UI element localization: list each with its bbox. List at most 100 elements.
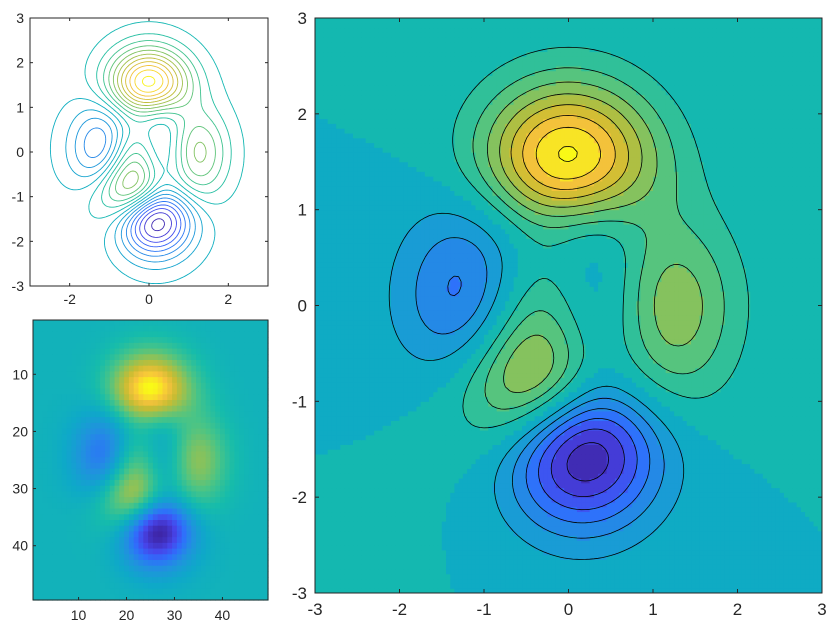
filled-band-cell xyxy=(395,525,400,532)
filled-band-cell xyxy=(509,545,515,551)
heatmap-cell xyxy=(143,422,149,430)
filled-band-cell xyxy=(602,573,608,580)
heatmap-cell xyxy=(186,560,192,567)
filled-band-cell xyxy=(530,506,536,513)
filled-band-cell xyxy=(783,506,789,513)
heatmap-cell xyxy=(167,508,173,515)
heatmap-cell xyxy=(148,548,154,555)
filled-band-cell xyxy=(450,535,455,541)
heatmap-cell xyxy=(71,325,77,333)
filled-band-cell xyxy=(809,559,815,565)
filled-band-cell xyxy=(344,540,350,546)
heatmap-cell xyxy=(109,428,116,435)
filled-band-cell xyxy=(758,578,764,584)
heatmap-cell xyxy=(109,594,116,601)
heatmap-cell xyxy=(215,582,221,590)
heatmap-cell xyxy=(61,462,68,470)
filled-band-cell xyxy=(585,559,591,565)
heatmap-cell xyxy=(56,468,63,475)
heatmap-cell xyxy=(263,360,269,367)
heatmap-cell xyxy=(47,502,53,510)
heatmap-cell xyxy=(119,485,125,493)
filled-band-cell xyxy=(682,501,688,508)
filled-band-cell xyxy=(522,578,527,584)
heatmap-cell xyxy=(56,582,63,590)
filled-band-cell xyxy=(331,506,337,513)
filled-band-cell xyxy=(403,497,409,503)
filled-band-cell xyxy=(775,588,781,593)
heatmap-cell xyxy=(205,480,212,487)
filled-band-cell xyxy=(631,501,637,508)
filled-band-cell xyxy=(619,511,624,517)
filled-band-cell xyxy=(513,559,519,565)
heatmap-cell xyxy=(248,394,255,401)
heatmap-cell xyxy=(205,342,212,350)
filled-band-cell xyxy=(707,545,713,551)
heatmap-cell xyxy=(100,445,106,453)
filled-band-cell xyxy=(779,535,785,541)
filled-band-cell xyxy=(737,569,743,575)
heatmap-cell xyxy=(104,405,111,413)
filled-band-cell xyxy=(348,573,354,580)
filled-band-cell xyxy=(644,540,650,546)
filled-band-cell xyxy=(391,497,396,503)
filled-band-cell xyxy=(674,501,679,508)
heatmap-cell xyxy=(42,400,48,407)
heatmap-cell xyxy=(157,514,164,521)
heatmap-cell xyxy=(234,514,240,521)
filled-band-cell xyxy=(720,511,726,517)
heatmap-cell xyxy=(210,514,216,521)
filled-band-cell xyxy=(775,545,781,551)
filled-band-cell xyxy=(729,506,734,513)
heatmap-cell xyxy=(114,542,120,550)
heatmap-cell xyxy=(200,571,207,578)
heatmap-cell xyxy=(234,502,240,510)
heatmap-cell xyxy=(157,468,164,475)
heatmap-cell xyxy=(37,354,44,361)
heatmap-cell xyxy=(76,525,82,533)
filled-band-cell xyxy=(703,549,709,556)
filled-band-cell xyxy=(327,540,333,546)
filled-band-cell xyxy=(391,535,396,541)
heatmap-cell xyxy=(138,468,144,475)
heatmap-cell xyxy=(244,405,250,413)
filled-band-cell xyxy=(403,583,409,589)
filled-band-cell xyxy=(340,573,346,580)
heatmap-cell xyxy=(172,445,178,453)
filled-band-cell xyxy=(437,559,443,565)
filled-band-cell xyxy=(433,516,439,522)
heatmap-cell xyxy=(90,365,96,373)
heatmap-cell xyxy=(114,411,120,418)
heatmap-cell xyxy=(172,434,178,441)
filled-band-cell xyxy=(496,564,502,570)
heatmap-cell xyxy=(47,480,53,487)
heatmap-cell xyxy=(56,411,63,418)
heatmap-cell xyxy=(196,520,202,527)
heatmap-cell xyxy=(80,577,87,584)
heatmap-cell xyxy=(205,440,212,447)
heatmap-cell xyxy=(95,457,101,464)
heatmap-cell xyxy=(234,394,240,401)
heatmap-cell xyxy=(220,480,226,487)
filled-band-cell xyxy=(619,549,624,556)
heatmap-cell xyxy=(109,560,116,567)
filled-band-cell xyxy=(788,530,793,536)
heatmap-cell xyxy=(196,382,202,390)
heatmap-cell xyxy=(152,365,159,373)
filled-band-cell xyxy=(467,569,472,575)
heatmap-cell xyxy=(215,520,221,527)
filled-band-cell xyxy=(331,521,337,527)
filled-band-cell xyxy=(382,540,388,546)
filled-band-cell xyxy=(454,530,460,536)
heatmap-cell xyxy=(229,474,236,481)
heatmap-cell xyxy=(124,451,130,458)
y-tick-label: 1 xyxy=(16,99,24,115)
filled-band-cell xyxy=(792,516,798,522)
filled-band-cell xyxy=(505,511,510,517)
filled-band-cell xyxy=(437,511,443,517)
heatmap-cell xyxy=(109,548,116,555)
heatmap-cell xyxy=(148,320,154,327)
heatmap-cell xyxy=(109,331,116,338)
filled-band-cell xyxy=(505,583,510,589)
filled-band-cell xyxy=(327,549,333,556)
